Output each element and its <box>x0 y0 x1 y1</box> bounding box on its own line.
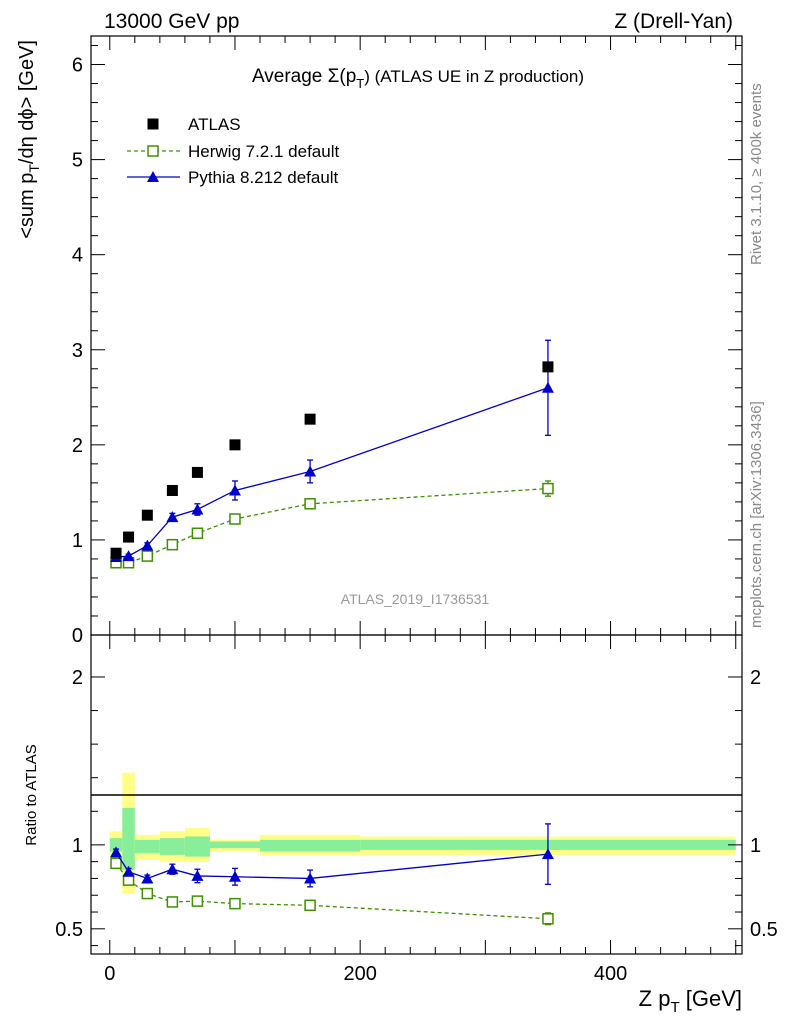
legend-label: Herwig 7.2.1 default <box>188 142 339 161</box>
ratio-band-green <box>109 838 123 852</box>
x-axis-label: Z pT [GeV] <box>639 986 742 1016</box>
atlas-data-point <box>542 361 554 373</box>
pythia-point <box>166 863 179 875</box>
y-tick-label: 4 <box>72 245 83 267</box>
atlas-data-point <box>110 547 122 559</box>
herwig-point <box>147 145 159 157</box>
ratio-series-layer <box>110 823 554 926</box>
herwig-point <box>141 550 154 562</box>
atlas-data-point <box>141 509 153 521</box>
ratio-band-green <box>260 839 361 852</box>
ratio-band-green <box>184 836 210 857</box>
legend-label: ATLAS <box>188 115 241 134</box>
main-title-prefix: Average Σ(p <box>252 66 356 87</box>
pythia-point <box>141 872 154 884</box>
atlas-data-point <box>147 118 159 130</box>
main-y-axis-label-suffix: /dη dϕ> [GeV] <box>16 40 38 164</box>
herwig-point <box>191 895 204 907</box>
legend-entry: ATLAS <box>147 115 241 134</box>
legend-entry: Herwig 7.2.1 default <box>127 142 339 161</box>
atlas-data-point <box>166 484 178 496</box>
ratio-band-green <box>134 839 160 854</box>
y-tick-label: 2 <box>72 667 83 689</box>
header-left-label: 13000 GeV pp <box>104 10 239 33</box>
pythia-point <box>191 503 204 515</box>
x-tick-label: 400 <box>594 963 627 985</box>
legend: ATLAS Herwig 7.2.1 default Pythia 8.212 de… <box>127 115 339 187</box>
atlas-data-point <box>123 531 135 543</box>
main-y-axis-label-sub: T <box>26 164 42 173</box>
herwig-point <box>304 498 316 510</box>
pythia-point <box>122 550 135 562</box>
y-tick-label: 6 <box>72 55 83 77</box>
ratio-axis-ticks: 0.5 0.5 1 1 2 2 0 200 400 <box>55 635 778 985</box>
herwig-point <box>191 527 204 540</box>
pythia-point <box>228 484 241 496</box>
ratio-panel: 0.5 0.5 1 1 2 2 0 200 400 Ratio to ATLAS Z pT [G… <box>23 634 778 1016</box>
x-axis-label-sub: T <box>670 999 679 1016</box>
y-tick-label: 1 <box>72 530 83 552</box>
pythia-point <box>141 539 154 551</box>
herwig-point <box>229 513 241 525</box>
pythia-point <box>110 846 123 858</box>
y-tick-label: 5 <box>72 150 83 172</box>
rivet-label: Rivet 3.1.10, ≥ 400k events <box>748 83 765 265</box>
main-title-suffix: ) (ATLAS UE in Z production) <box>364 67 584 86</box>
herwig-point <box>166 538 179 551</box>
y-tick-label: 3 <box>72 340 83 362</box>
main-series-layer <box>110 339 554 569</box>
y-tick-label-right: 0.5 <box>750 919 778 941</box>
ratio-y-axis-label: Ratio to ATLAS <box>23 744 40 845</box>
pythia-point <box>228 870 241 882</box>
series-line <box>115 387 549 558</box>
main-title-sub: T <box>356 76 364 91</box>
herwig-point <box>141 887 154 900</box>
main-y-axis-label-prefix: <sum p <box>16 173 38 239</box>
x-tick-label: 0 <box>104 963 115 985</box>
y-tick-label-right: 1 <box>750 835 761 857</box>
pythia-point <box>147 171 159 182</box>
pythia-point <box>191 869 204 881</box>
legend-entry: Pythia 8.212 default <box>127 168 339 187</box>
atlas-data-point <box>229 439 241 451</box>
herwig-point <box>542 912 554 925</box>
y-tick-label: 2 <box>72 435 83 457</box>
pythia-point <box>166 511 179 523</box>
pythia-point <box>541 381 554 393</box>
ratio-band-green <box>209 841 261 849</box>
atlas-data-point <box>304 413 316 425</box>
y-tick-label: 0 <box>72 625 83 647</box>
pythia-point <box>541 848 554 860</box>
watermark: ATLAS_2019_I1736531 <box>341 591 490 607</box>
main-y-axis-label: <sum pT/dη dϕ> [GeV] <box>16 40 42 239</box>
main-axis-ticks: 0 1 2 3 4 5 6 <box>72 36 742 647</box>
pythia-point <box>304 872 317 884</box>
herwig-point <box>166 896 179 908</box>
ratio-plot-frame <box>90 634 743 955</box>
x-axis-label-suffix: [GeV] <box>680 986 742 1011</box>
x-axis-label-prefix: Z p <box>639 986 671 1011</box>
herwig-point <box>542 482 554 495</box>
y-tick-label: 0.5 <box>55 919 83 941</box>
x-tick-label: 200 <box>343 963 376 985</box>
atlas-data-point <box>191 466 203 478</box>
herwig-point <box>229 897 241 910</box>
ratio-band-green <box>122 807 135 871</box>
herwig-point <box>110 857 122 870</box>
main-title: Average Σ(pT) (ATLAS UE in Z production) <box>252 66 584 91</box>
mcplots-label: mcplots.cern.ch [arXiv:1306.3436] <box>748 401 765 628</box>
series-line <box>116 487 548 564</box>
ratio-band-green <box>159 838 185 855</box>
y-tick-label-right: 2 <box>750 667 761 689</box>
legend-label: Pythia 8.212 default <box>188 168 339 187</box>
header-right-label: Z (Drell-Yan) <box>614 10 733 33</box>
pythia-point <box>304 465 317 477</box>
y-tick-label: 1 <box>72 835 83 857</box>
pythia-point <box>122 865 135 877</box>
herwig-point <box>304 899 316 912</box>
